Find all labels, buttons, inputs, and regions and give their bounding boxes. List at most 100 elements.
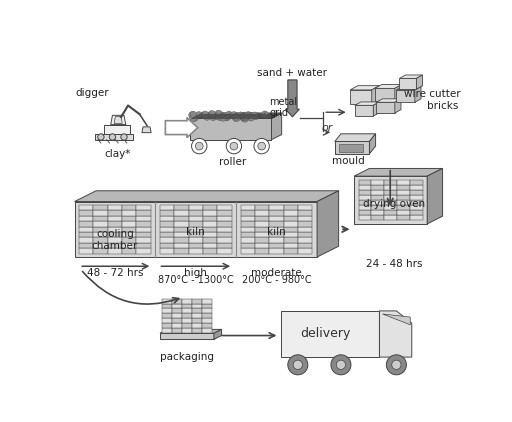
Bar (182, 323, 192, 328)
Polygon shape (395, 99, 401, 113)
Circle shape (247, 113, 254, 120)
Circle shape (250, 114, 255, 119)
Circle shape (242, 112, 248, 118)
Bar (122, 221, 136, 227)
Bar (160, 210, 174, 216)
Text: 48 - 72 hrs: 48 - 72 hrs (87, 268, 143, 278)
Circle shape (226, 111, 232, 118)
Bar (161, 318, 172, 323)
Bar (174, 227, 188, 232)
Polygon shape (375, 84, 402, 88)
Bar (192, 323, 202, 328)
Bar (182, 303, 192, 308)
Bar (384, 200, 397, 205)
Circle shape (204, 114, 210, 120)
Bar (94, 221, 108, 227)
Text: high: high (184, 268, 207, 278)
Bar (122, 249, 136, 254)
Bar (371, 215, 384, 220)
Circle shape (196, 111, 202, 117)
Bar (108, 221, 122, 227)
Bar (172, 303, 182, 308)
Bar (241, 216, 255, 221)
Bar (255, 243, 269, 249)
Bar (217, 205, 231, 210)
Bar (410, 185, 422, 190)
Bar (255, 232, 269, 238)
Polygon shape (190, 113, 282, 119)
Bar (160, 238, 174, 243)
Text: moderate: moderate (251, 268, 302, 278)
Bar (108, 216, 122, 221)
Circle shape (246, 111, 251, 117)
Bar (255, 227, 269, 232)
Bar (202, 299, 212, 303)
Text: metal
grid: metal grid (269, 97, 297, 119)
Bar (192, 328, 202, 333)
Bar (202, 328, 212, 333)
Bar (397, 210, 410, 215)
Circle shape (234, 114, 238, 118)
Polygon shape (335, 134, 376, 141)
Bar (136, 216, 151, 221)
Text: or: or (322, 123, 333, 133)
Bar (371, 205, 384, 210)
Bar (241, 205, 255, 210)
Bar (358, 190, 371, 195)
Bar (410, 210, 422, 215)
Bar (79, 238, 94, 243)
Circle shape (222, 115, 228, 120)
Bar (298, 221, 312, 227)
Bar (94, 238, 108, 243)
Bar (192, 314, 202, 318)
Circle shape (254, 115, 259, 119)
Polygon shape (160, 330, 222, 333)
Bar (217, 227, 231, 232)
Bar (188, 205, 203, 210)
Polygon shape (373, 102, 379, 116)
Bar (384, 215, 397, 220)
Text: wire cutter: wire cutter (404, 89, 461, 99)
Bar (160, 232, 174, 238)
Circle shape (230, 111, 238, 119)
Bar (108, 205, 122, 210)
Bar (298, 205, 312, 210)
Bar (384, 185, 397, 190)
Circle shape (190, 114, 197, 122)
Circle shape (217, 114, 224, 120)
Bar (122, 227, 136, 232)
Polygon shape (376, 102, 395, 113)
Polygon shape (354, 168, 442, 176)
Bar (108, 227, 122, 232)
Circle shape (248, 115, 254, 121)
Bar (182, 314, 192, 318)
Circle shape (232, 115, 236, 119)
Bar (384, 205, 397, 210)
Polygon shape (416, 75, 422, 89)
Bar (136, 210, 151, 216)
Bar (188, 227, 203, 232)
Bar (241, 243, 255, 249)
Circle shape (222, 113, 230, 121)
Text: bricks: bricks (427, 101, 459, 111)
Polygon shape (396, 87, 421, 90)
Bar (284, 249, 298, 254)
Polygon shape (190, 119, 271, 140)
Polygon shape (370, 134, 376, 154)
Bar (174, 232, 188, 238)
Bar (410, 190, 422, 195)
Circle shape (191, 114, 199, 121)
Bar (136, 227, 151, 232)
Bar (122, 216, 136, 221)
Bar (188, 210, 203, 216)
Bar (108, 249, 122, 254)
Bar (298, 238, 312, 243)
Bar (410, 200, 422, 205)
Bar (108, 232, 122, 238)
Text: packaging: packaging (160, 352, 214, 362)
Bar (241, 227, 255, 232)
Polygon shape (382, 314, 410, 325)
Polygon shape (354, 176, 427, 224)
Bar (384, 190, 397, 195)
Bar (255, 238, 269, 243)
